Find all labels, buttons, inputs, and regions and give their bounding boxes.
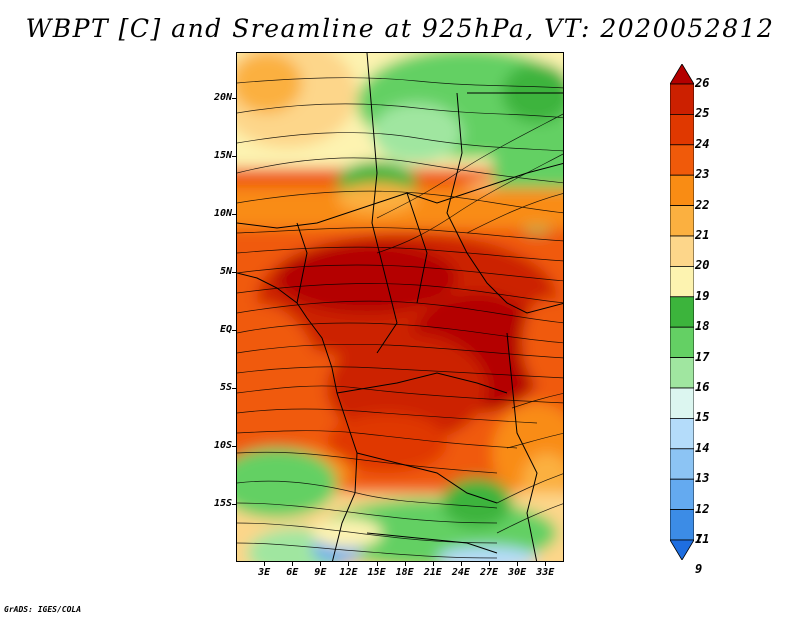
- lat-tick-label: 20N: [213, 92, 232, 104]
- colorbar-level-label: 19: [695, 288, 710, 303]
- lon-tick-mark: [348, 562, 350, 566]
- lon-tick-label: 24E: [451, 567, 470, 578]
- colorbar-segment: [670, 539, 694, 560]
- lat-tick-label: 15S: [213, 498, 232, 510]
- grads-credit: GrADS: IGES/COLA: [4, 605, 82, 614]
- lon-tick-label: 6E: [286, 567, 299, 578]
- colorbar: [670, 64, 694, 560]
- lon-tick-mark: [460, 562, 462, 566]
- colorbar-segment: [670, 144, 694, 176]
- streamlines: [237, 77, 563, 559]
- lon-tick-mark: [545, 562, 547, 566]
- colorbar-segment: [670, 509, 694, 541]
- lat-tick-mark: [232, 446, 237, 448]
- lat-tick-label: 5S: [219, 382, 232, 394]
- colorbar-level-label: 22: [695, 197, 710, 212]
- colorbar-level-label: 25: [695, 106, 710, 121]
- colorbar-level-label: 16: [695, 380, 710, 394]
- colorbar-level-label: 20: [695, 258, 710, 273]
- lat-tick-mark: [232, 214, 237, 216]
- colorbar-level-label: 14: [695, 440, 710, 455]
- colorbar-segment: [670, 478, 694, 511]
- lat-tick-mark: [232, 272, 237, 274]
- colorbar-segment: [670, 174, 694, 206]
- lon-tick-label: 33E: [536, 567, 555, 578]
- lon-tick-mark: [376, 562, 378, 566]
- lat-tick-mark: [232, 504, 237, 506]
- lon-tick-mark: [404, 562, 406, 566]
- map-plot: [237, 53, 563, 561]
- colorbar-segment: [670, 296, 694, 328]
- lat-tick-label: 5N: [219, 266, 232, 278]
- lon-tick-mark: [517, 562, 519, 566]
- colorbar-segment: [670, 357, 694, 389]
- colorbar-level-label: 23: [695, 167, 710, 182]
- colorbar-segment: [670, 448, 694, 480]
- lon-tick-mark: [264, 562, 266, 566]
- colorbar-segment: [670, 235, 694, 267]
- colorbar-level-label: 18: [695, 319, 710, 334]
- colorbar-level-label: 12: [695, 501, 710, 516]
- lon-tick-label: 27E: [479, 567, 499, 578]
- lon-tick-label: 3E: [258, 567, 271, 578]
- colorbar-segment: [670, 265, 694, 298]
- colorbar-level-label: 17: [695, 349, 710, 364]
- colorbar-segment: [670, 114, 694, 146]
- colorbar-segment: [670, 326, 694, 359]
- lat-tick-mark: [232, 156, 237, 158]
- colorbar-segment: [670, 64, 694, 85]
- map-panel: [236, 52, 564, 562]
- colorbar-level-label: 21: [695, 228, 710, 242]
- colorbar-level-label: 15: [695, 410, 710, 425]
- chart-title: WBPT [C] and Sreamline at 925hPa, VT: 20…: [25, 14, 775, 43]
- colorbar-level-label: 24: [695, 136, 710, 151]
- colorbar-level-label: 7: [695, 532, 703, 546]
- lon-tick-label: 12E: [339, 567, 358, 578]
- lon-tick-mark: [432, 562, 434, 566]
- colorbar-level-label: 9: [695, 562, 703, 577]
- lon-tick-label: 21E: [423, 567, 442, 578]
- colorbar-segment: [670, 417, 694, 450]
- lon-tick-label: 30E: [508, 567, 527, 578]
- lon-tick-label: 9E: [314, 567, 327, 578]
- colorbar-segment: [670, 83, 694, 115]
- colorbar-level-label: 13: [695, 471, 710, 486]
- colorbar-segment: [670, 205, 694, 237]
- lat-tick-label: 15N: [213, 150, 232, 162]
- lon-tick-label: 18E: [395, 567, 414, 578]
- colorbar-level-label: 26: [695, 76, 710, 90]
- lat-tick-mark: [232, 388, 237, 390]
- lon-tick-label: 15E: [367, 567, 386, 578]
- lat-tick-label: 10N: [213, 208, 232, 220]
- colorbar-segment: [670, 387, 694, 419]
- colorbar-level-label: 11: [695, 532, 710, 546]
- lat-tick-mark: [232, 330, 237, 332]
- lon-tick-mark: [320, 562, 322, 566]
- lat-tick-label: EQ: [219, 324, 232, 336]
- lat-tick-mark: [232, 98, 237, 100]
- lon-tick-mark: [489, 562, 491, 566]
- lon-tick-mark: [292, 562, 294, 566]
- lat-tick-label: 10S: [213, 440, 232, 452]
